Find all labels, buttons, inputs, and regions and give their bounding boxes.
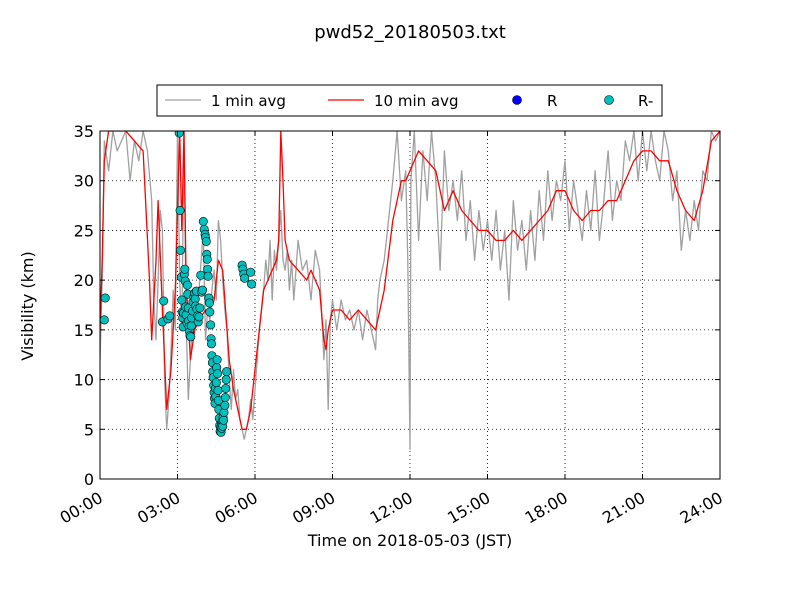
data-point	[201, 236, 211, 246]
data-point	[220, 392, 230, 402]
data-point	[207, 339, 217, 349]
series-layer	[100, 131, 720, 450]
data-point	[213, 385, 223, 395]
data-point	[175, 206, 185, 216]
data-point	[195, 303, 205, 313]
series-10min-line	[100, 131, 720, 430]
data-point	[204, 298, 214, 308]
data-point	[100, 315, 109, 325]
data-point	[205, 307, 215, 317]
y-tick-label: 5	[84, 420, 94, 439]
data-point	[219, 415, 229, 425]
data-point	[213, 369, 223, 379]
legend-box	[156, 84, 663, 117]
legend-marker-r	[512, 95, 522, 105]
data-point	[246, 267, 256, 277]
data-point	[247, 279, 257, 289]
y-tick-label: 0	[84, 470, 94, 489]
data-point	[211, 378, 221, 388]
legend-label-1min: 1 min avg	[211, 92, 286, 110]
data-point	[202, 254, 212, 264]
data-point	[221, 383, 231, 393]
y-tick-label: 15	[74, 321, 94, 340]
y-tick-label: 35	[74, 122, 94, 141]
series-r-minus-points	[100, 131, 257, 437]
legend-label-10min: 10 min avg	[374, 92, 459, 110]
data-point	[194, 312, 204, 322]
data-point	[159, 296, 169, 306]
data-point	[180, 264, 190, 274]
data-point	[182, 280, 192, 290]
data-point	[176, 245, 186, 255]
data-point	[240, 273, 250, 283]
y-axis-ticks: 0 5 10 15 20 25 30 35	[74, 122, 720, 489]
y-tick-label: 30	[74, 172, 94, 191]
data-point	[177, 295, 187, 305]
series-1min-line	[100, 131, 720, 450]
y-tick-label: 20	[74, 271, 94, 290]
data-point	[198, 217, 208, 227]
x-axis-label: Time on 2018-05-03 (JST)	[307, 531, 512, 550]
data-point	[186, 332, 196, 342]
legend-marker-r-minus	[604, 95, 614, 105]
chart-title: pwd52_20180503.txt	[314, 22, 506, 43]
legend-label-r: R	[547, 92, 557, 110]
data-point	[220, 400, 230, 410]
data-point	[100, 293, 110, 303]
y-tick-label: 25	[74, 221, 94, 240]
data-point	[203, 271, 213, 281]
data-point	[222, 367, 232, 377]
y-axis-label: Visibility (km)	[18, 251, 37, 360]
y-tick-label: 10	[74, 371, 94, 390]
data-point	[206, 320, 216, 330]
data-point	[212, 355, 222, 365]
data-point	[221, 375, 231, 385]
data-point	[165, 311, 175, 321]
legend-label-r-minus: R-	[638, 92, 653, 110]
data-point	[198, 285, 208, 295]
legend: 1 min avg 10 min avg R R-	[156, 84, 663, 117]
